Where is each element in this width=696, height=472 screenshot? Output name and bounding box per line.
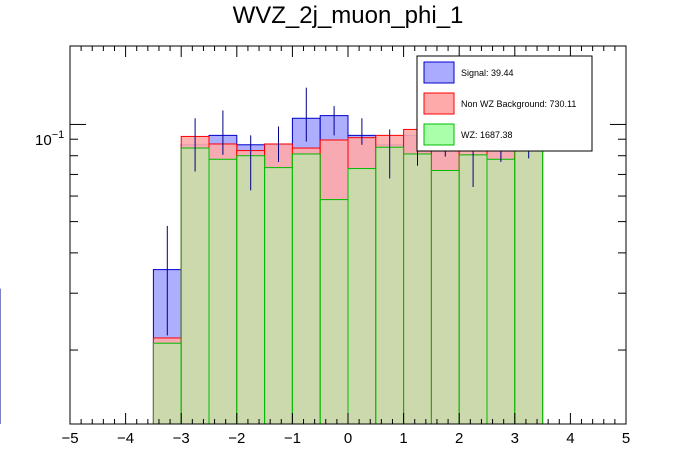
legend: Signal: 39.44 Non WZ Background: 730.11 … [416, 55, 593, 152]
x-tick-label: −1 [284, 430, 301, 447]
chart-title: WVZ_2j_muon_phi_1 [233, 2, 464, 29]
bar-wz [236, 155, 266, 425]
legend-swatch-wz [423, 123, 455, 146]
x-tick-label: 5 [622, 430, 630, 447]
bar-wz [264, 167, 293, 425]
bar-wz [347, 168, 377, 425]
legend-label-signal: Signal: 39.44 [461, 68, 514, 78]
bar-wz [514, 146, 544, 425]
bar-wz [403, 153, 432, 425]
x-tick-label: 2 [455, 430, 463, 447]
bar-wz [291, 153, 321, 425]
x-tick-label: 3 [511, 430, 519, 447]
bar-wz [208, 158, 238, 425]
bar-wz [319, 199, 349, 425]
legend-label-wz: WZ: 1687.38 [461, 130, 513, 140]
y-axis: 10−1 [35, 123, 626, 351]
legend-swatch-nonwz [423, 92, 455, 115]
legend-swatch-signal [423, 61, 455, 84]
bar-wz [375, 146, 405, 425]
bar-wz [152, 342, 182, 425]
x-tick-label: −3 [173, 430, 190, 447]
histogram-bars [152, 115, 544, 425]
x-tick-label: −5 [61, 430, 78, 447]
x-axis: −5 −4 −3 −2 −1 0 1 2 3 4 5 [61, 46, 630, 447]
bar-wz [486, 158, 516, 425]
x-tick-label: −4 [117, 430, 134, 447]
x-tick-label: 1 [399, 430, 407, 447]
bar-wz [180, 147, 210, 425]
y-tick-label: 10−1 [35, 129, 64, 149]
legend-label-nonwz: Non WZ Background: 730.11 [461, 99, 576, 109]
bar-wz [430, 169, 460, 425]
x-tick-label: 4 [566, 430, 574, 447]
x-tick-label: −2 [228, 430, 245, 447]
bar-wz [458, 154, 488, 425]
x-tick-label: 0 [344, 430, 352, 447]
